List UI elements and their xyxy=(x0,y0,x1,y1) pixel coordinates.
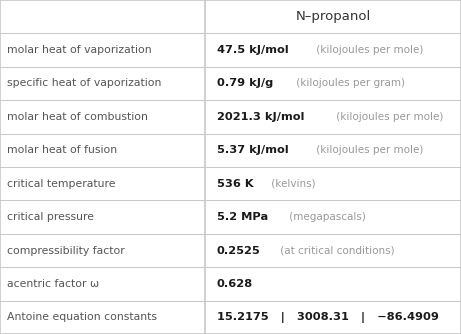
Text: (kilojoules per mole): (kilojoules per mole) xyxy=(313,145,423,155)
Text: molar heat of vaporization: molar heat of vaporization xyxy=(7,45,152,55)
Text: acentric factor ω: acentric factor ω xyxy=(7,279,99,289)
Text: (kilojoules per gram): (kilojoules per gram) xyxy=(293,78,405,89)
Text: (kilojoules per mole): (kilojoules per mole) xyxy=(333,112,443,122)
Text: (kilojoules per mole): (kilojoules per mole) xyxy=(313,45,423,55)
Text: 5.2 MPa: 5.2 MPa xyxy=(217,212,268,222)
Text: Antoine equation constants: Antoine equation constants xyxy=(7,312,157,322)
Text: 15.2175   |   3008.31   |   −86.4909: 15.2175 | 3008.31 | −86.4909 xyxy=(217,312,438,323)
Text: 5.37 kJ/mol: 5.37 kJ/mol xyxy=(217,145,289,155)
Text: specific heat of vaporization: specific heat of vaporization xyxy=(7,78,161,89)
Text: 0.2525: 0.2525 xyxy=(217,245,260,256)
Text: critical pressure: critical pressure xyxy=(7,212,94,222)
Text: critical temperature: critical temperature xyxy=(7,179,115,189)
Text: (at critical conditions): (at critical conditions) xyxy=(277,245,395,256)
Text: N–propanol: N–propanol xyxy=(296,10,371,23)
Text: 47.5 kJ/mol: 47.5 kJ/mol xyxy=(217,45,289,55)
Text: 2021.3 kJ/mol: 2021.3 kJ/mol xyxy=(217,112,304,122)
Text: molar heat of combustion: molar heat of combustion xyxy=(7,112,148,122)
Text: (kelvins): (kelvins) xyxy=(268,179,315,189)
Text: 0.79 kJ/g: 0.79 kJ/g xyxy=(217,78,273,89)
Text: molar heat of fusion: molar heat of fusion xyxy=(7,145,117,155)
Text: 536 K: 536 K xyxy=(217,179,253,189)
Text: (megapascals): (megapascals) xyxy=(286,212,366,222)
Text: 0.628: 0.628 xyxy=(217,279,253,289)
Text: compressibility factor: compressibility factor xyxy=(7,245,124,256)
